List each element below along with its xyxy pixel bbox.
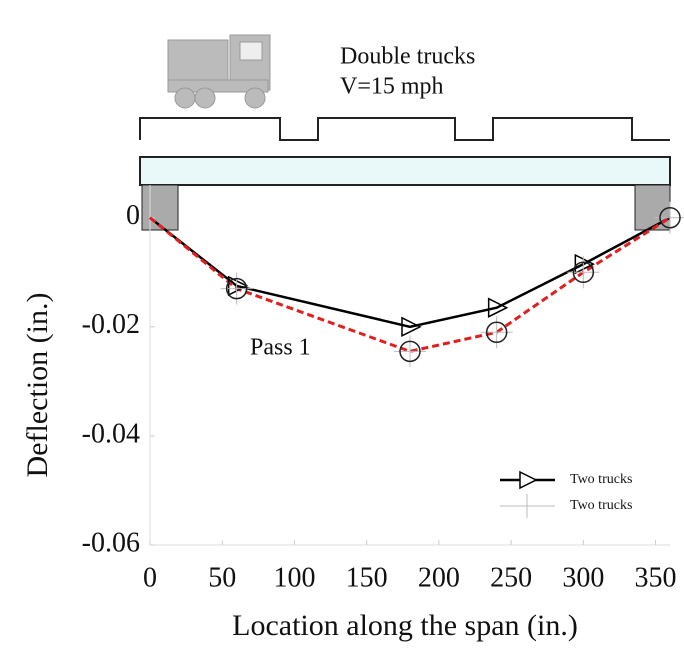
right-support (634, 184, 671, 231)
y-tick-label: 0 (126, 200, 140, 231)
marker (574, 253, 596, 275)
marker (225, 277, 248, 300)
marker (659, 206, 681, 229)
marker (401, 316, 422, 338)
series-line (149, 216, 671, 329)
deck-curb (139, 117, 670, 141)
x-tick-label: 150 (346, 562, 388, 593)
legend-marker (519, 470, 538, 490)
x-tick-label: 350 (635, 562, 677, 593)
marker (485, 321, 508, 344)
annotation: V=15 mph (340, 74, 444, 100)
x-tick-label: 50 (208, 562, 236, 593)
x-tick-label: 0 (143, 562, 157, 593)
x-tick-label: 100 (273, 562, 315, 593)
x-axis-label: Location along the span (in.) (232, 609, 578, 642)
bridge-deck (139, 156, 671, 186)
x-tick-label: 250 (490, 562, 532, 593)
x-tick-label: 200 (418, 562, 460, 593)
marker (399, 340, 421, 363)
marker (227, 275, 249, 297)
marker (572, 261, 595, 284)
left-support (141, 184, 179, 231)
x-tick-label: 300 (562, 562, 604, 593)
legend-label: Two trucks (570, 498, 632, 513)
y-axis-label: Deflection (in.) (21, 293, 54, 478)
truck-icon (167, 34, 271, 109)
series-line (149, 216, 671, 353)
legend-label: Two trucks (570, 472, 632, 487)
annotation: Double trucks (340, 44, 475, 70)
marker (487, 297, 509, 318)
annotation: Pass 1 (250, 335, 311, 361)
y-tick-label: -0.04 (82, 418, 140, 449)
y-tick-label: -0.06 (82, 527, 140, 558)
y-tick-label: -0.02 (82, 309, 140, 340)
